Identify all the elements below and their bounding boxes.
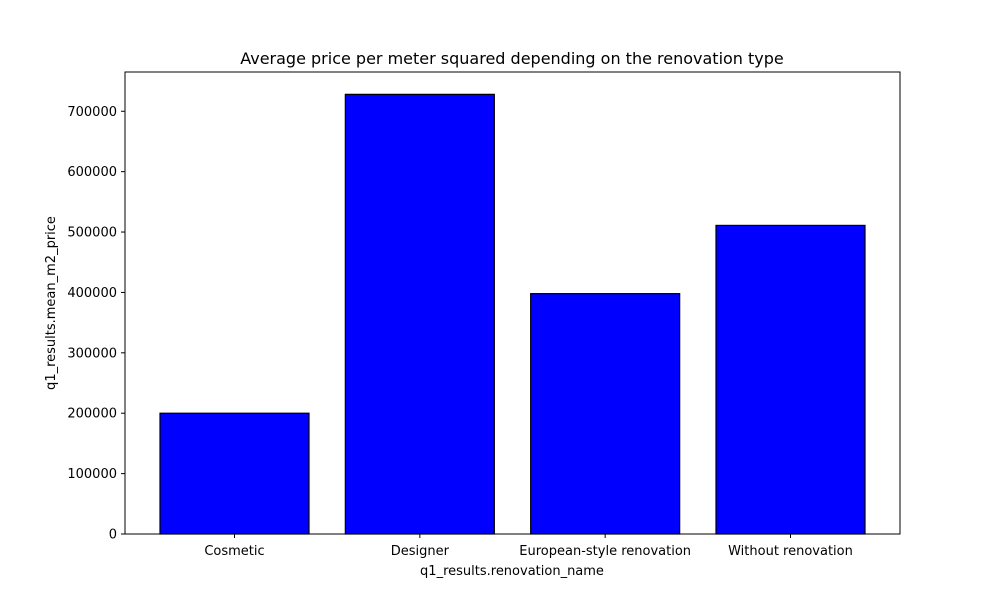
plot-area: Cosmetic Designer European-style renovatio… xyxy=(67,71,901,559)
bar-0 xyxy=(159,412,310,535)
x-tick-label-0: Cosmetic xyxy=(204,544,264,559)
y-tick-label-4: 400000 xyxy=(67,286,117,301)
chart-title: Average price per meter squared dependin… xyxy=(240,49,784,68)
bar-1 xyxy=(344,93,495,535)
x-tick-label-3: Without renovation xyxy=(728,544,853,559)
y-tick-label-3: 300000 xyxy=(67,346,117,361)
axes-frame xyxy=(124,71,901,535)
y-tick-label-1: 100000 xyxy=(67,467,117,482)
x-tick-label-2: European-style renovation xyxy=(519,544,691,559)
bar-2 xyxy=(530,293,681,535)
x-tick-label-1: Designer xyxy=(391,544,450,559)
y-axis-label: q1_results.mean_m2_price xyxy=(44,216,59,390)
y-tick-label-6: 600000 xyxy=(67,165,117,180)
y-tick-label-7: 700000 xyxy=(67,105,117,120)
y-tick-label-2: 200000 xyxy=(67,407,117,422)
bar-3 xyxy=(715,224,866,535)
x-axis-label: q1_results.renovation_name xyxy=(420,564,604,579)
y-tick-label-5: 500000 xyxy=(67,226,117,241)
y-tick-label-0: 0 xyxy=(109,528,117,543)
